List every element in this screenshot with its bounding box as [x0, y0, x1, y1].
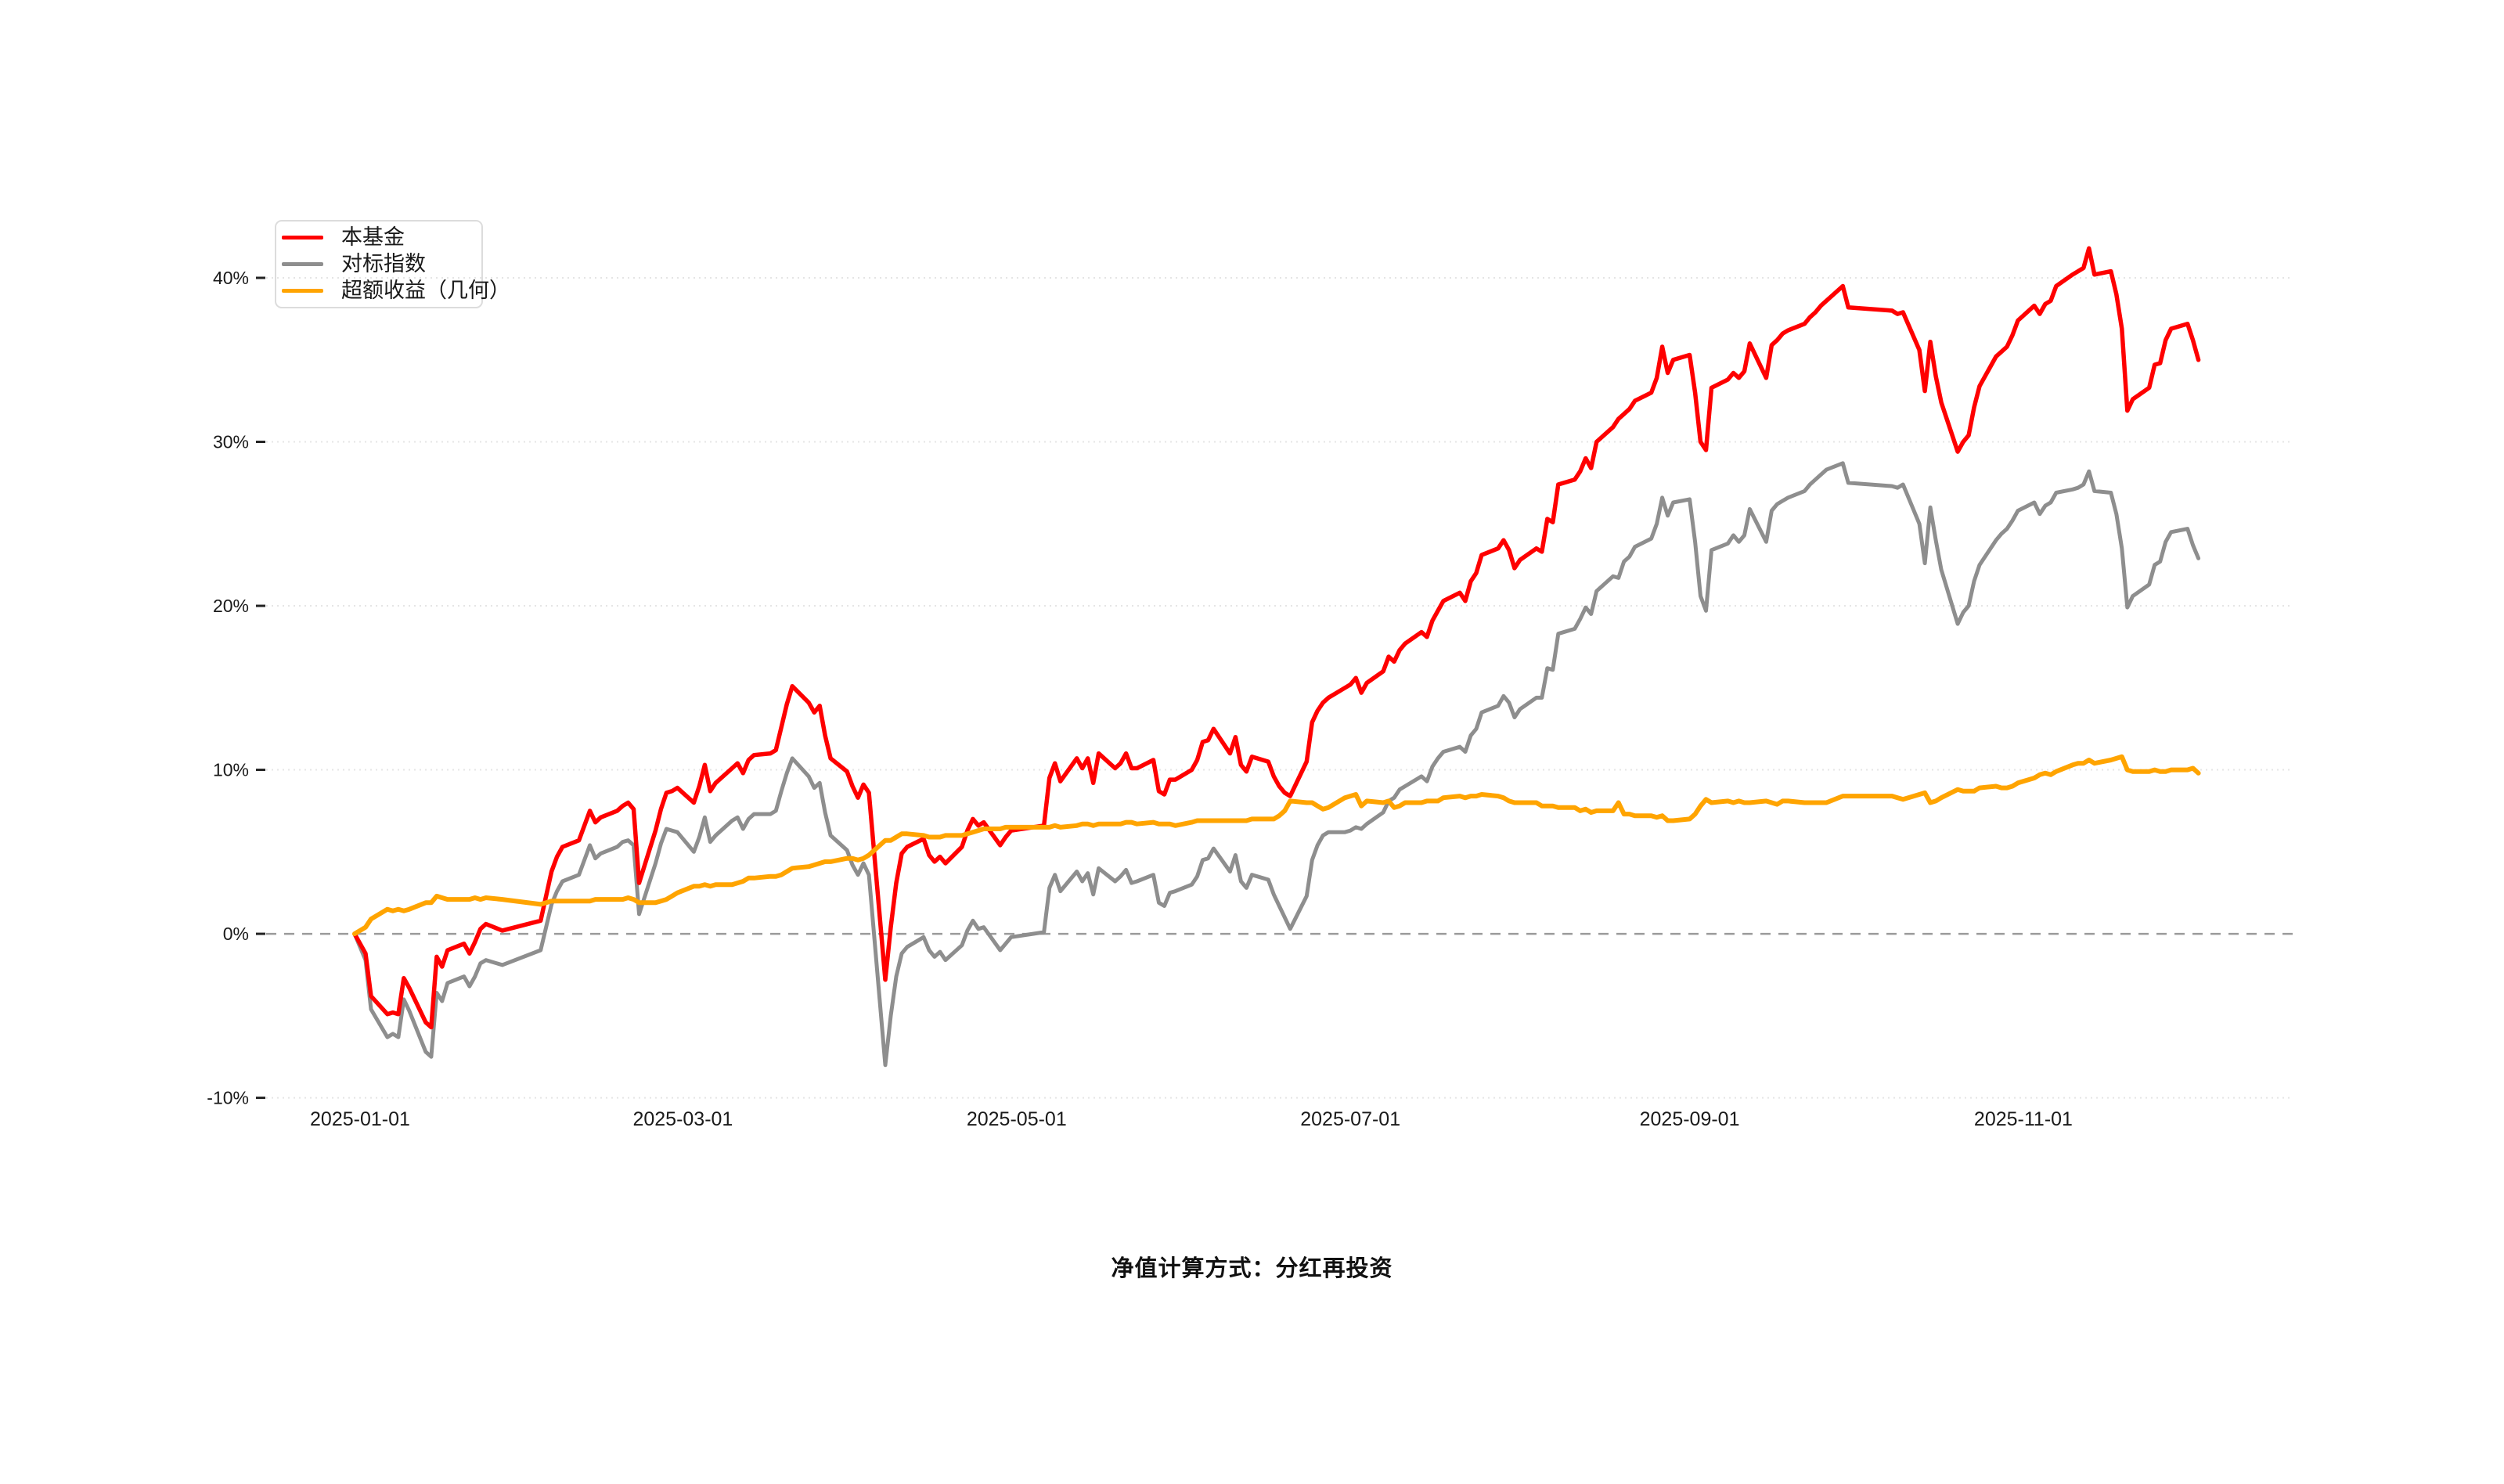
excess-line[interactable]	[352, 754, 2201, 937]
legend-item-excess[interactable]: 超额收益（几何）	[276, 280, 510, 301]
x-tick-label-2025-09-01: 2025-09-01	[1640, 1108, 1740, 1130]
x-tick-label-2025-05-01: 2025-05-01	[967, 1108, 1067, 1130]
legend: 本基金 对标指数 超额收益（几何）	[275, 220, 510, 308]
legend-label-excess: 超额收益（几何）	[341, 279, 510, 302]
x-tick-label-2025-07-01: 2025-07-01	[1300, 1108, 1400, 1130]
y-tick-label-20: 20%	[213, 596, 249, 616]
y-tick-label-10: 10%	[213, 760, 249, 780]
y-tick-label-0: 0%	[223, 924, 249, 944]
x-tick-label-2025-01-01: 2025-01-01	[310, 1108, 410, 1130]
y-tick-label-30: 30%	[213, 432, 249, 452]
benchmark-line[interactable]	[352, 461, 2201, 1068]
legend-label-fund: 本基金	[341, 225, 405, 249]
fund-line-swatch	[282, 236, 323, 240]
y-tick-label--10: -10%	[207, 1088, 249, 1108]
benchmark-line-swatch	[282, 262, 323, 266]
x-tick-label-2025-11-01: 2025-11-01	[1974, 1108, 2073, 1130]
excess-line-swatch	[282, 289, 323, 293]
legend-item-fund[interactable]: 本基金	[276, 227, 481, 248]
legend-item-benchmark[interactable]: 对标指数	[276, 254, 481, 275]
legend-label-benchmark: 对标指数	[341, 252, 426, 276]
chart-footnote: 净值计算方式：分红再投资	[1111, 1256, 1393, 1281]
x-tick-label-2025-03-01: 2025-03-01	[632, 1108, 733, 1130]
fund-line[interactable]	[352, 246, 2201, 1030]
y-tick-label-40: 40%	[213, 268, 249, 288]
